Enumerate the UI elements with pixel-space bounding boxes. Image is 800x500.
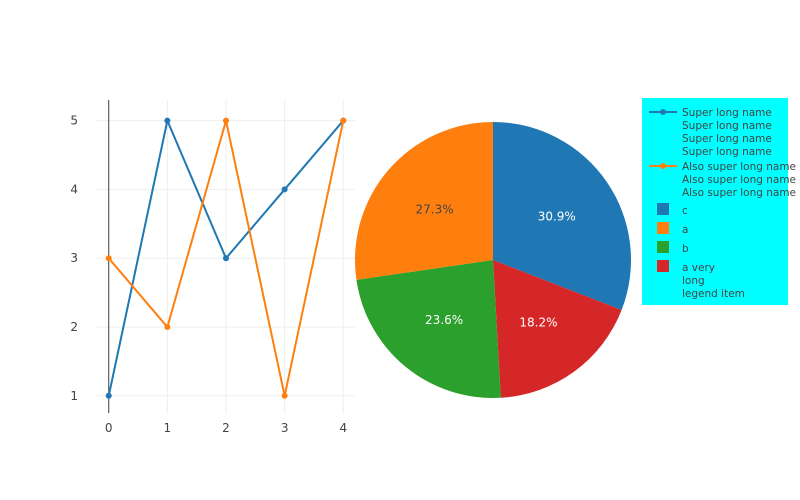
x-tick-label: 4 <box>339 421 347 435</box>
data-point <box>223 255 229 262</box>
y-tick-label: 4 <box>70 182 78 196</box>
data-point <box>281 392 288 399</box>
legend-swatch <box>657 203 669 215</box>
x-tick-label: 3 <box>281 421 289 435</box>
legend-entry-label: a <box>682 224 688 236</box>
pie-slice-label: 23.6% <box>425 313 463 327</box>
y-tick-label: 5 <box>70 114 78 128</box>
legend-marker-symbol <box>660 163 666 169</box>
data-point <box>223 117 229 124</box>
legend-swatch <box>657 241 669 253</box>
pie-slice <box>493 260 622 398</box>
y-tick-label: 3 <box>70 251 78 265</box>
legend-entry-label: c <box>682 205 688 217</box>
pie-slice <box>355 122 493 280</box>
x-tick-label: 2 <box>222 421 230 435</box>
legend-marker-symbol <box>660 109 666 115</box>
data-point <box>105 255 112 262</box>
legend-swatch <box>657 260 669 272</box>
legend: Super long name Super long name Super long… <box>642 98 796 305</box>
data-point <box>105 392 112 399</box>
pie-slice <box>493 122 631 310</box>
data-point <box>281 186 288 193</box>
legend-entry-label: Also super long name Also super long name… <box>682 161 796 199</box>
pie-plot: 30.9% 18.2% 23.6% 27.3% <box>355 122 631 399</box>
x-tick-label: 1 <box>164 421 172 435</box>
data-point <box>164 324 171 331</box>
data-point <box>164 117 171 124</box>
line-plot: 0 1 2 3 4 1 2 3 4 5 <box>70 100 355 435</box>
legend-entry-label: b <box>682 243 689 255</box>
y-tick-label: 2 <box>70 320 78 334</box>
x-tick-label: 0 <box>105 421 113 435</box>
legend-entry-label: Super long name Super long name Super long… <box>682 107 772 158</box>
pie-slice <box>356 260 501 399</box>
pie-slice-label: 27.3% <box>415 202 453 216</box>
pie-slice-label: 18.2% <box>519 316 557 330</box>
legend-swatch <box>657 222 669 234</box>
y-tick-label: 1 <box>70 389 78 403</box>
legend-entry-label: a very long legend item <box>682 262 745 300</box>
data-point <box>340 117 347 124</box>
pie-slice-label: 30.9% <box>538 209 576 223</box>
